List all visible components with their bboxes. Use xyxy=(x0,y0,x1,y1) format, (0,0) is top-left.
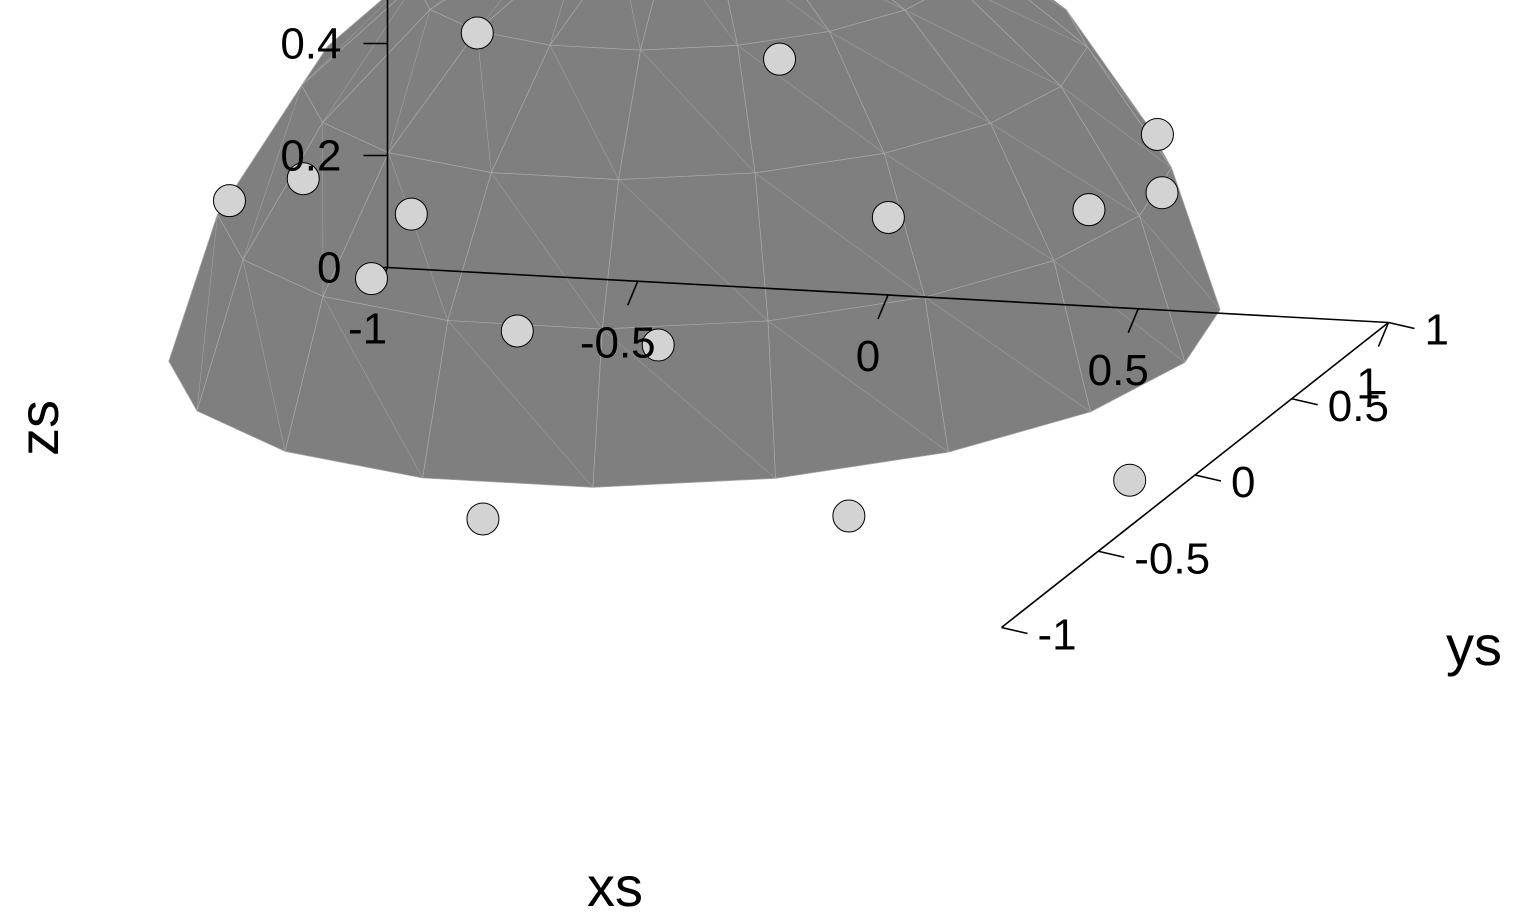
surface-mesh-line xyxy=(754,172,925,298)
y-tick-label: 1 xyxy=(1425,306,1449,355)
data-point xyxy=(500,314,534,348)
surface-facet xyxy=(618,45,756,180)
surface-mesh-line xyxy=(476,0,502,32)
data-point xyxy=(460,16,494,50)
surface-mesh-line xyxy=(196,214,218,411)
data-point xyxy=(641,328,675,362)
x-tick-label: 0.5 xyxy=(1088,346,1149,395)
data-point xyxy=(1113,463,1147,497)
axes xyxy=(363,0,1415,635)
surface-mesh-line xyxy=(491,172,603,330)
x-tick-mark xyxy=(627,280,639,306)
surface-facet xyxy=(891,0,925,11)
surface-mesh-line xyxy=(904,9,1062,87)
surface-mesh-line xyxy=(924,296,1091,413)
data-point xyxy=(394,197,428,231)
surface-mesh-line xyxy=(549,0,564,46)
surface-facet xyxy=(640,0,738,51)
data-point xyxy=(1140,117,1174,151)
data-point xyxy=(354,262,388,296)
y-tick-label: -0.5 xyxy=(1134,534,1210,583)
data-point xyxy=(466,502,500,536)
surface-mesh-line xyxy=(388,9,431,153)
surface-mesh-line xyxy=(737,45,885,154)
surface-mesh-line xyxy=(602,328,776,479)
data-point xyxy=(871,200,905,234)
surface-mesh-line xyxy=(1053,260,1186,363)
surface-mesh-line xyxy=(640,49,756,174)
x-tick-mark xyxy=(1127,308,1139,334)
x-tick-mark xyxy=(1377,322,1390,347)
data-point xyxy=(1145,176,1179,210)
x-tick-label: 0 xyxy=(856,332,880,381)
surface-mesh-line xyxy=(1049,0,1067,10)
surface-mesh-line xyxy=(767,320,949,453)
surface-mesh-line xyxy=(786,0,830,32)
axis-labels: xs ys zs -1-0.500.51-1-0.500.5100.20.40.… xyxy=(7,20,1502,915)
surface-facet xyxy=(767,296,949,479)
surface-mesh-line xyxy=(618,179,769,322)
y-tick-label: 0 xyxy=(1231,458,1255,507)
y-tick-mark xyxy=(1194,474,1222,482)
x-tick-label: 1 xyxy=(1356,360,1380,409)
y-tick-mark xyxy=(1388,321,1415,330)
x-tick-label: -0.5 xyxy=(580,318,656,367)
y-tick-mark xyxy=(1001,626,1028,635)
z-axis-title: zs xyxy=(7,400,70,456)
surface-mesh-line xyxy=(703,0,738,46)
surface-mesh-line xyxy=(829,31,991,124)
surface-mesh-line xyxy=(988,0,1088,48)
surface-mesh-line xyxy=(990,123,1140,216)
surface-mesh-line xyxy=(322,296,423,479)
surface-mesh-line xyxy=(322,0,405,123)
surface-mesh-line xyxy=(242,259,286,452)
z-tick-label: 0 xyxy=(317,244,341,293)
surface-mesh-line xyxy=(884,153,1054,261)
surface-mesh-line xyxy=(1087,46,1147,123)
data-point xyxy=(1072,193,1106,227)
z-tick-label: 0.4 xyxy=(280,20,341,69)
data-point xyxy=(286,162,320,196)
data-points xyxy=(212,16,1179,536)
z-tick-label: 0.2 xyxy=(280,132,341,181)
y-tick-mark xyxy=(1291,397,1318,406)
surface-mesh-line xyxy=(242,85,302,260)
y-tick-mark xyxy=(1098,550,1125,559)
surface-mesh-line xyxy=(476,31,492,173)
surface-mesh-line xyxy=(1139,215,1221,310)
surface-mesh-line xyxy=(447,320,594,488)
surface-mesh-line xyxy=(549,45,619,180)
surface-mesh-line xyxy=(301,0,389,86)
x-tick-mark xyxy=(877,294,889,320)
data-point xyxy=(832,499,866,533)
y-axis-title: ys xyxy=(1446,614,1502,677)
data-point xyxy=(763,42,797,76)
data-point xyxy=(212,184,246,218)
x-tick-label: -1 xyxy=(348,305,387,354)
surface-mesh-line xyxy=(1060,86,1172,169)
y-tick-label: 0.5 xyxy=(1328,382,1389,431)
surface-mesh-line xyxy=(388,152,449,321)
surface-facet xyxy=(601,172,769,330)
x-axis-title: xs xyxy=(587,855,643,915)
y-tick-label: -1 xyxy=(1038,611,1077,660)
surface-mesh-line xyxy=(629,0,641,51)
